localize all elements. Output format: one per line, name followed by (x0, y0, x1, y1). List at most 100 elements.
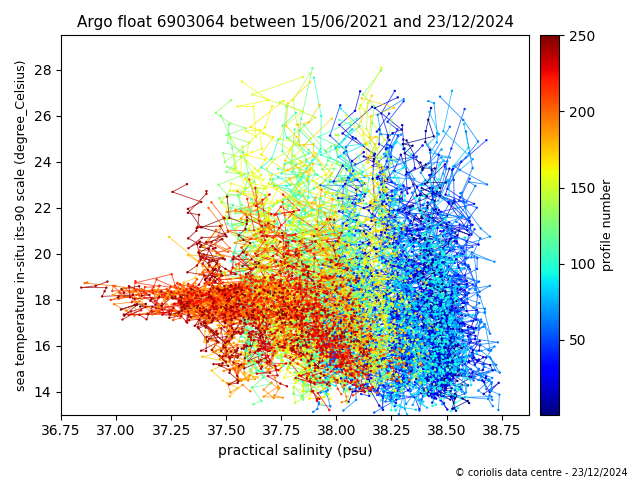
Point (417, 291, 427, 299)
Point (259, 312, 269, 320)
Point (292, 173, 302, 180)
Point (481, 354, 492, 361)
Point (272, 293, 282, 300)
Point (377, 277, 387, 285)
Point (183, 209, 193, 216)
Point (381, 332, 392, 339)
Point (388, 374, 399, 382)
Point (351, 135, 361, 143)
Point (388, 209, 398, 217)
Point (430, 192, 440, 200)
Point (419, 286, 429, 294)
Point (381, 312, 392, 320)
Point (429, 290, 440, 298)
Point (199, 280, 209, 288)
Point (307, 238, 317, 246)
Point (421, 279, 431, 287)
Point (319, 340, 330, 348)
Point (296, 300, 306, 307)
Point (229, 329, 239, 336)
Point (412, 311, 422, 318)
Point (276, 170, 287, 178)
Point (371, 352, 381, 360)
Point (188, 305, 198, 312)
Point (439, 383, 449, 390)
Point (433, 376, 443, 384)
Point (312, 183, 322, 191)
Point (151, 305, 161, 312)
Point (232, 376, 243, 384)
Point (201, 347, 211, 355)
Point (350, 328, 360, 336)
Point (248, 239, 259, 246)
Point (374, 354, 384, 361)
Point (331, 362, 341, 370)
Point (445, 344, 456, 351)
Point (333, 228, 344, 236)
Point (379, 194, 389, 202)
Point (427, 353, 437, 360)
Point (330, 344, 340, 352)
Point (213, 301, 223, 309)
Point (335, 279, 345, 287)
Point (153, 310, 163, 318)
Point (247, 235, 257, 242)
Point (280, 330, 291, 337)
Point (283, 304, 293, 312)
Point (349, 317, 360, 325)
Point (317, 350, 327, 358)
Point (194, 289, 204, 297)
Point (411, 315, 421, 323)
Point (268, 228, 278, 236)
Point (372, 387, 383, 395)
Point (398, 335, 408, 343)
Point (294, 303, 305, 311)
Point (257, 232, 268, 240)
Point (169, 300, 179, 308)
Point (441, 334, 451, 342)
Point (367, 264, 377, 272)
Point (283, 202, 293, 210)
Point (163, 287, 173, 295)
Point (260, 346, 271, 353)
Point (284, 264, 294, 272)
Point (222, 338, 232, 346)
Point (303, 324, 313, 331)
Point (340, 146, 350, 154)
Point (358, 366, 369, 373)
Point (308, 314, 318, 322)
Point (437, 365, 447, 373)
Point (308, 234, 319, 241)
Point (444, 371, 454, 378)
Point (408, 271, 419, 278)
Point (257, 397, 267, 405)
Point (190, 289, 200, 297)
Point (178, 296, 188, 304)
Point (348, 281, 358, 289)
Point (434, 364, 444, 372)
Point (238, 236, 248, 244)
Point (445, 372, 456, 379)
Point (333, 240, 343, 248)
Point (323, 348, 333, 355)
Point (284, 299, 294, 307)
Point (424, 363, 434, 371)
Point (238, 303, 248, 311)
Point (323, 266, 333, 274)
Point (430, 365, 440, 373)
Point (326, 319, 337, 327)
Point (434, 363, 444, 371)
Point (352, 331, 362, 339)
Point (303, 383, 313, 390)
Point (454, 316, 465, 324)
Point (413, 276, 423, 284)
Point (390, 217, 400, 225)
Point (413, 397, 424, 405)
Point (400, 290, 410, 298)
Point (385, 287, 395, 294)
Point (337, 175, 347, 182)
Point (378, 213, 388, 221)
Point (358, 331, 368, 338)
Point (317, 166, 327, 173)
Point (306, 348, 316, 355)
